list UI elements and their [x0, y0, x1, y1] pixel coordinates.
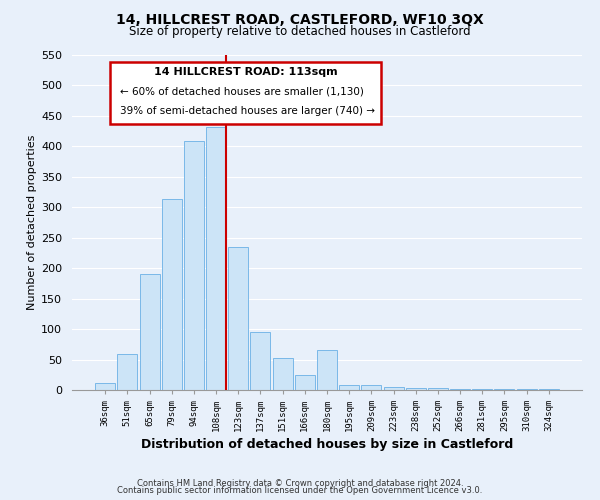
Text: 14, HILLCREST ROAD, CASTLEFORD, WF10 3QX: 14, HILLCREST ROAD, CASTLEFORD, WF10 3QX	[116, 12, 484, 26]
Bar	[472, 389, 492, 390]
Text: 14 HILLCREST ROAD: 113sqm: 14 HILLCREST ROAD: 113sqm	[154, 66, 337, 76]
Bar	[250, 332, 271, 390]
Bar	[206, 127, 226, 390]
Bar	[450, 389, 470, 390]
Bar	[118, 354, 137, 390]
Text: Size of property relative to detached houses in Castleford: Size of property relative to detached ho…	[129, 25, 471, 38]
Bar	[184, 142, 204, 390]
Text: 39% of semi-detached houses are larger (740) →: 39% of semi-detached houses are larger (…	[121, 106, 376, 117]
Bar	[339, 385, 359, 390]
Text: Contains public sector information licensed under the Open Government Licence v3: Contains public sector information licen…	[118, 486, 482, 495]
Bar	[272, 358, 293, 390]
Bar	[95, 382, 115, 390]
Text: ← 60% of detached houses are smaller (1,130): ← 60% of detached houses are smaller (1,…	[121, 86, 364, 97]
Bar	[295, 375, 315, 390]
Y-axis label: Number of detached properties: Number of detached properties	[27, 135, 37, 310]
Bar	[140, 274, 160, 390]
Bar	[428, 388, 448, 390]
Bar	[162, 198, 182, 390]
Text: Contains HM Land Registry data © Crown copyright and database right 2024.: Contains HM Land Registry data © Crown c…	[137, 478, 463, 488]
Bar	[317, 350, 337, 390]
Bar	[383, 387, 404, 390]
X-axis label: Distribution of detached houses by size in Castleford: Distribution of detached houses by size …	[141, 438, 513, 451]
Bar	[361, 385, 382, 390]
Bar	[228, 247, 248, 390]
FancyBboxPatch shape	[110, 62, 380, 124]
Bar	[406, 388, 426, 390]
